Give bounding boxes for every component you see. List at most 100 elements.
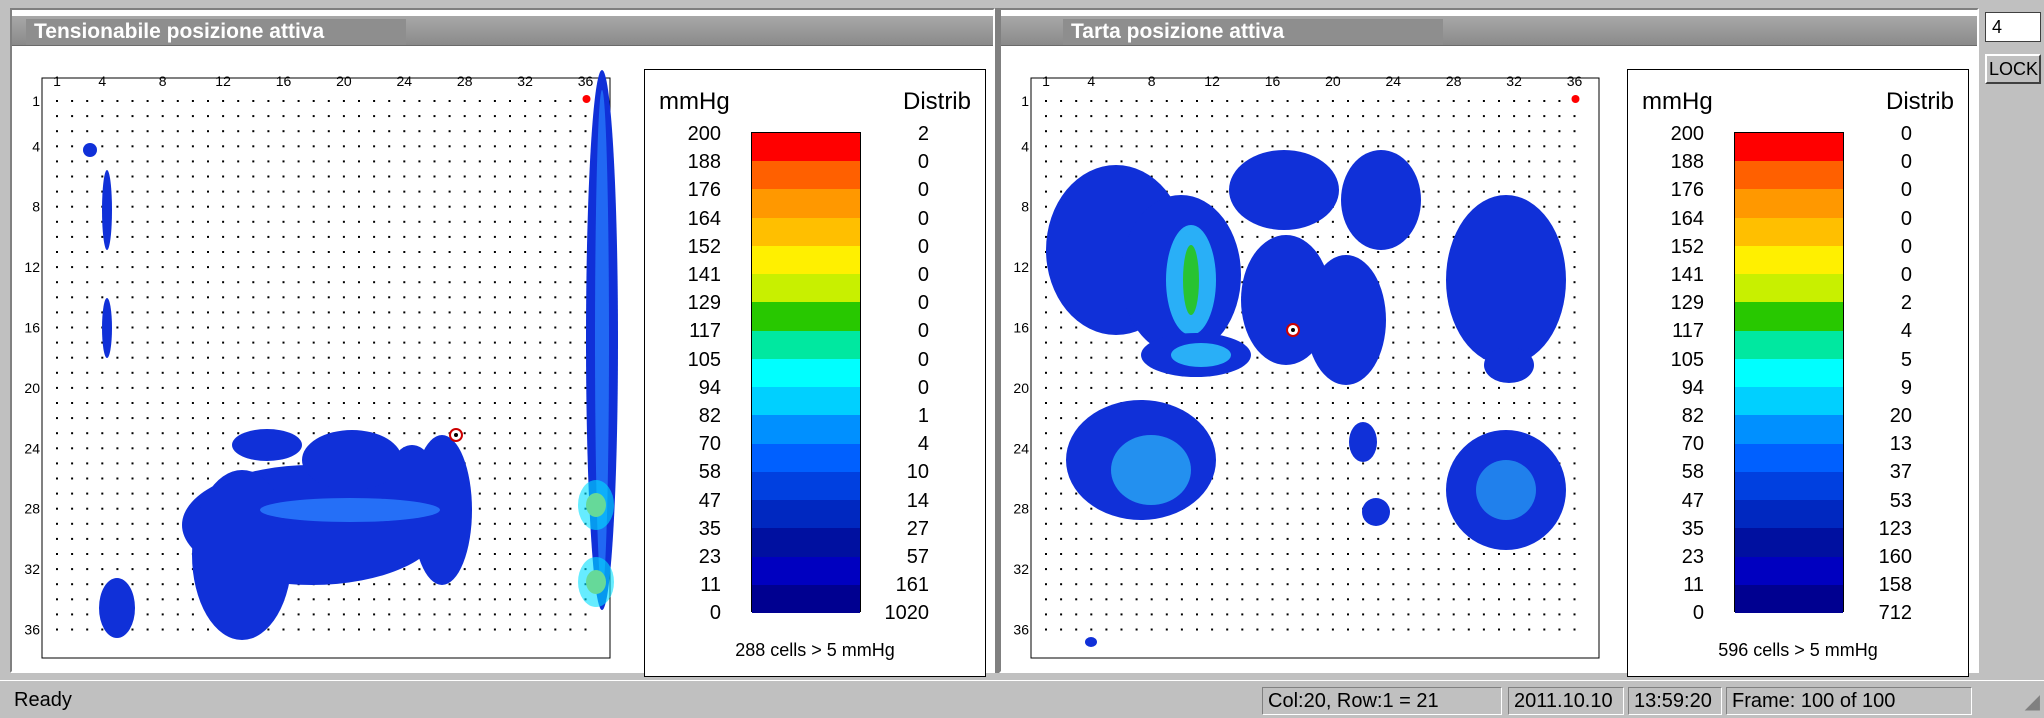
column-axis-label: 1 — [53, 73, 61, 89]
legend-dist-label: Distrib — [1885, 88, 1954, 115]
column-axis-label: 32 — [1506, 73, 1522, 89]
right-panel-title: Tarta posizione attiva — [1063, 19, 1443, 45]
legend-swatch — [752, 584, 860, 613]
panel-divider[interactable] — [995, 8, 999, 673]
legend-pressure-value: 94 — [1681, 376, 1704, 399]
pressure-region — [83, 143, 97, 157]
legend-swatch — [752, 443, 860, 472]
legend-distribution-count: 20 — [1889, 405, 1912, 427]
legend-pressure-value: 35 — [698, 517, 721, 540]
pressure-region — [595, 90, 609, 590]
legend-swatch — [752, 330, 860, 359]
corner-marker-icon — [1571, 95, 1580, 103]
resize-grip-icon[interactable]: ◢ — [2024, 691, 2040, 713]
legend-distribution-count: 161 — [895, 574, 929, 597]
pressure-region — [1183, 245, 1199, 315]
column-axis-label: 8 — [159, 73, 167, 89]
legend-distribution-count: 0 — [917, 207, 929, 230]
legend-pressure-value: 47 — [1681, 489, 1704, 512]
legend-pressure-value: 200 — [1670, 123, 1704, 145]
row-axis-label: 24 — [1013, 440, 1029, 456]
pressure-region — [1111, 435, 1191, 505]
legend-distribution-count: 0 — [917, 235, 929, 258]
legend-swatch — [752, 274, 860, 303]
row-axis-label: 8 — [32, 199, 40, 215]
pressure-region — [232, 429, 302, 461]
legend-distribution-count: 57 — [906, 546, 929, 568]
legend-distribution-count: 14 — [906, 489, 929, 512]
legend-swatch — [1735, 133, 1843, 162]
pressure-region — [1341, 150, 1421, 250]
legend-swatch — [1735, 302, 1843, 331]
pressure-region — [1306, 255, 1386, 385]
legend-distribution-count: 0 — [917, 264, 929, 286]
legend-pressure-value: 70 — [1681, 433, 1704, 456]
legend-pressure-value: 176 — [687, 179, 721, 202]
status-date: 2011.10.10 — [1508, 687, 1624, 715]
pressure-region — [1362, 498, 1390, 526]
right-pressure-map[interactable]: 1 4 8 12 16 20 24 28 32 36 1 4 8 12 16 20 24 28 32 36 — [1001, 10, 1641, 667]
legend-distribution-count: 0 — [1900, 235, 1912, 258]
row-axis-label: 32 — [24, 561, 40, 577]
pressure-region — [1171, 343, 1231, 367]
row-axis-label: 36 — [24, 622, 40, 638]
legend-distribution-count: 0 — [917, 292, 929, 315]
frame-number-field[interactable]: 4 — [1985, 12, 2041, 42]
row-axis-label: 24 — [24, 440, 40, 456]
legend-swatch — [1735, 387, 1843, 416]
legend-pressure-value: 94 — [698, 376, 721, 399]
legend-distribution-count: 1 — [917, 405, 929, 427]
left-pressure-map[interactable]: 1 4 8 12 16 20 24 28 32 36 1 4 8 12 16 20 24 28 32 36 — [12, 10, 652, 667]
column-axis-label: 12 — [1204, 73, 1220, 89]
legend-pressure-value: 188 — [1670, 151, 1704, 174]
legend-pressure-value: 82 — [1681, 405, 1704, 427]
legend-unit-label: mmHg — [1642, 88, 1713, 115]
column-axis-label: 24 — [1386, 73, 1402, 89]
legend-distribution-count: 712 — [1878, 602, 1912, 625]
row-axis-label: 20 — [24, 380, 40, 396]
legend-color-scale — [1734, 132, 1844, 613]
column-axis-label: 1 — [1042, 73, 1050, 89]
left-pressure-panel: Tensionabile posizione attiva 1 4 8 12 16 20 2… — [10, 8, 995, 677]
legend-distribution-count: 160 — [1878, 546, 1912, 568]
legend-pressure-value: 141 — [1670, 264, 1704, 286]
column-axis-label: 16 — [1265, 73, 1281, 89]
legend-pressure-value: 129 — [687, 292, 721, 315]
legend-pressure-value: 0 — [709, 602, 721, 625]
column-axis-label: 36 — [578, 73, 594, 89]
legend-swatch — [1735, 500, 1843, 529]
pressure-region — [1085, 637, 1097, 647]
legend-pressure-value: 70 — [698, 433, 721, 456]
legend-pressure-value: 188 — [687, 151, 721, 174]
legend-pressure-value: 176 — [1670, 179, 1704, 202]
pressure-region — [578, 480, 614, 530]
legend-cell-count: 596 cells > 5 mmHg — [1718, 640, 1878, 660]
legend-distribution-count: 13 — [1889, 433, 1912, 456]
legend-swatch — [752, 133, 860, 162]
status-bar: Ready Col:20, Row:1 = 21 2011.10.10 13:5… — [0, 680, 2044, 718]
legend-pressure-value: 117 — [1672, 320, 1704, 343]
legend-color-scale — [751, 132, 861, 613]
row-axis-label: 4 — [1021, 138, 1029, 154]
legend-swatch — [1735, 556, 1843, 585]
right-pressure-panel: Tarta posizione attiva 1 4 8 12 16 20 24 28 32 36… — [999, 8, 1979, 677]
lock-button[interactable]: LOCK — [1985, 54, 2041, 84]
legend-swatch — [1735, 330, 1843, 359]
legend-pressure-value: 164 — [1670, 207, 1704, 230]
legend-pressure-value: 152 — [1670, 235, 1704, 258]
legend-swatch — [1735, 443, 1843, 472]
legend-pressure-value: 35 — [1681, 517, 1704, 540]
row-axis-label: 4 — [32, 138, 40, 154]
pressure-region — [192, 470, 292, 640]
legend-swatch — [752, 358, 860, 388]
pressure-region — [99, 578, 135, 638]
corner-marker-icon — [582, 95, 591, 103]
column-axis-label: 4 — [1087, 73, 1095, 89]
legend-distribution-count: 0 — [917, 376, 929, 399]
legend-swatch — [1735, 584, 1843, 613]
legend-distribution-count: 2 — [917, 123, 929, 145]
legend-distribution-count: 10 — [906, 461, 929, 484]
legend-pressure-value: 82 — [698, 405, 721, 427]
pressure-region — [102, 298, 112, 358]
legend-swatch — [752, 245, 860, 275]
